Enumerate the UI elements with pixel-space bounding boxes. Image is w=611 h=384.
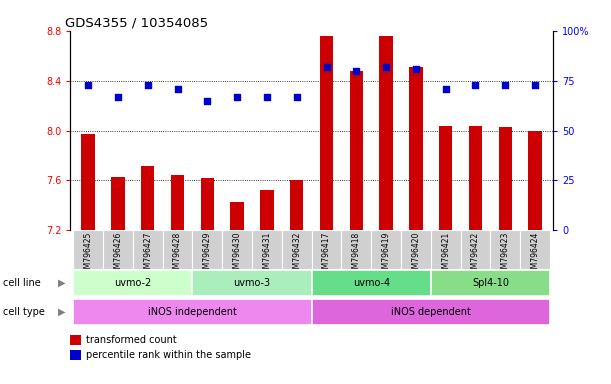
Text: GSM796424: GSM796424 xyxy=(530,232,540,278)
Text: GSM796423: GSM796423 xyxy=(501,232,510,278)
Bar xyxy=(312,230,342,269)
Text: cell type: cell type xyxy=(3,307,45,317)
Bar xyxy=(192,230,222,269)
Text: GSM796430: GSM796430 xyxy=(233,232,241,278)
Bar xyxy=(70,350,81,360)
Bar xyxy=(491,230,520,269)
Point xyxy=(83,81,93,88)
Bar xyxy=(192,270,312,296)
Bar xyxy=(222,230,252,269)
Bar xyxy=(312,270,431,296)
Text: GSM796422: GSM796422 xyxy=(471,232,480,278)
Bar xyxy=(70,335,81,345)
Bar xyxy=(342,230,371,269)
Text: ▶: ▶ xyxy=(58,307,65,317)
Bar xyxy=(499,127,512,230)
Bar xyxy=(379,36,393,230)
Text: ▶: ▶ xyxy=(58,278,65,288)
Bar xyxy=(141,166,155,230)
Bar xyxy=(282,230,312,269)
Text: cell line: cell line xyxy=(3,278,41,288)
Point xyxy=(202,98,212,104)
Bar xyxy=(312,299,550,325)
Bar xyxy=(111,177,125,230)
Text: GSM796427: GSM796427 xyxy=(143,232,152,278)
Text: iNOS independent: iNOS independent xyxy=(148,307,237,317)
Bar xyxy=(73,230,103,269)
Bar xyxy=(103,230,133,269)
Text: GSM796425: GSM796425 xyxy=(84,232,93,278)
Text: uvmo-4: uvmo-4 xyxy=(353,278,390,288)
Bar xyxy=(320,36,333,230)
Bar xyxy=(290,180,304,230)
Text: GSM796431: GSM796431 xyxy=(262,232,271,278)
Point xyxy=(232,94,242,100)
Bar xyxy=(163,230,192,269)
Point xyxy=(441,86,450,92)
Bar xyxy=(439,126,452,230)
Text: GSM796417: GSM796417 xyxy=(322,232,331,278)
Bar xyxy=(431,270,550,296)
Bar xyxy=(349,71,363,230)
Bar xyxy=(461,230,491,269)
Point xyxy=(173,86,183,92)
Point xyxy=(470,81,480,88)
Point xyxy=(262,94,272,100)
Text: Spl4-10: Spl4-10 xyxy=(472,278,509,288)
Bar xyxy=(200,178,214,230)
Point xyxy=(351,68,361,74)
Point xyxy=(143,81,153,88)
Bar xyxy=(171,175,185,230)
Bar xyxy=(409,67,423,230)
Bar xyxy=(371,230,401,269)
Text: iNOS dependent: iNOS dependent xyxy=(391,307,470,317)
Point xyxy=(500,81,510,88)
Point xyxy=(381,64,391,70)
Text: GSM796429: GSM796429 xyxy=(203,232,212,278)
Bar xyxy=(401,230,431,269)
Text: transformed count: transformed count xyxy=(86,335,177,345)
Bar xyxy=(73,270,192,296)
Bar xyxy=(520,230,550,269)
Bar xyxy=(81,134,95,230)
Text: GSM796426: GSM796426 xyxy=(114,232,122,278)
Text: percentile rank within the sample: percentile rank within the sample xyxy=(86,350,251,360)
Text: GSM796418: GSM796418 xyxy=(352,232,361,278)
Text: GSM796421: GSM796421 xyxy=(441,232,450,278)
Text: GSM796420: GSM796420 xyxy=(411,232,420,278)
Point xyxy=(321,64,331,70)
Bar xyxy=(529,131,542,230)
Text: GSM796428: GSM796428 xyxy=(173,232,182,278)
Point xyxy=(530,81,540,88)
Text: GDS4355 / 10354085: GDS4355 / 10354085 xyxy=(65,17,208,30)
Bar xyxy=(260,190,274,230)
Bar xyxy=(431,230,461,269)
Text: uvmo-3: uvmo-3 xyxy=(233,278,271,288)
Bar xyxy=(252,230,282,269)
Text: GSM796419: GSM796419 xyxy=(382,232,390,278)
Point xyxy=(113,94,123,100)
Text: GSM796432: GSM796432 xyxy=(292,232,301,278)
Bar xyxy=(133,230,163,269)
Point xyxy=(411,66,421,72)
Text: uvmo-2: uvmo-2 xyxy=(114,278,152,288)
Bar xyxy=(230,202,244,230)
Bar xyxy=(73,299,312,325)
Bar xyxy=(469,126,482,230)
Point xyxy=(292,94,302,100)
